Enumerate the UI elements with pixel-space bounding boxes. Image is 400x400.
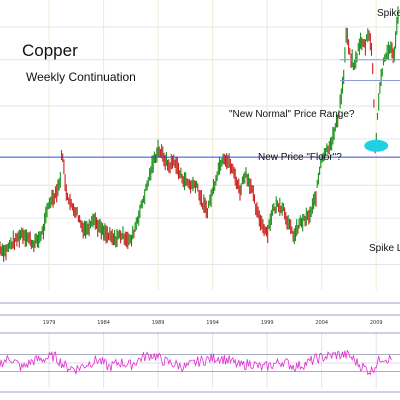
oscillator-line (0, 349, 393, 376)
spike-low-marker (364, 139, 389, 152)
reference-lines (0, 59, 400, 158)
x-tick-label: 2004 (315, 320, 328, 326)
annotation-spike-low: Spike L (369, 243, 400, 254)
annotation-new-normal: "New Normal" Price Range? (229, 109, 355, 120)
x-tick-label: 1999 (261, 320, 274, 326)
chart-title: Copper (22, 41, 78, 60)
x-tick-label: 1979 (43, 320, 56, 326)
x-tick-label: 1989 (152, 320, 165, 326)
x-tick-label: 1984 (97, 320, 110, 326)
x-axis-ticks: 1979 1984 1989 1994 1999 2004 2009 (43, 320, 383, 326)
oscillator-series (0, 349, 400, 376)
chart-subtitle: Weekly Continuation (26, 70, 136, 84)
x-tick-label: 1994 (206, 320, 219, 326)
annotation-spike-high: Spike (377, 8, 400, 19)
annotation-price-floor: New Price "Floor"? (258, 152, 342, 163)
x-tick-label: 2009 (370, 320, 383, 326)
price-series (0, 6, 399, 262)
